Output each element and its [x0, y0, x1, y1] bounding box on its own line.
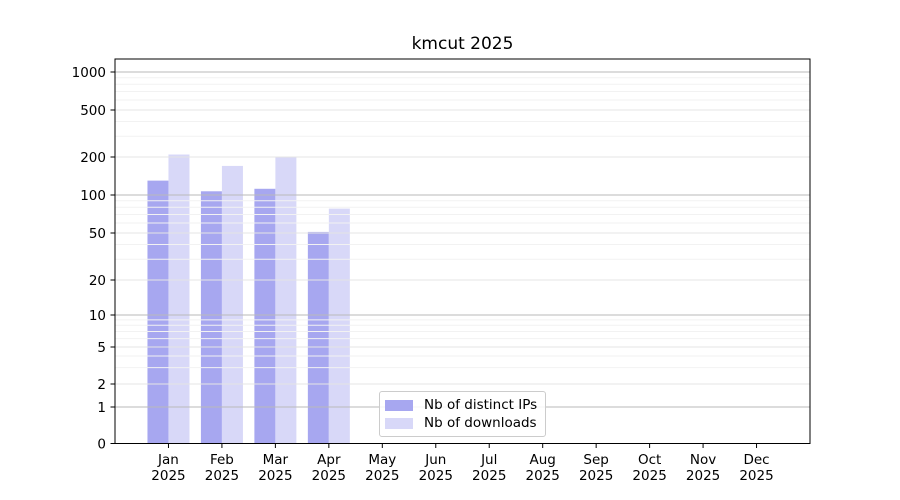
bar-apr-downloads	[328, 208, 350, 444]
y-tick-label-500: 500	[80, 103, 106, 119]
y-tick-label-100: 100	[80, 188, 106, 204]
legend-swatch-downloads	[385, 417, 413, 429]
bar-feb-distinct-ips	[200, 191, 222, 444]
x-tick-label-dec: Dec 2025	[739, 452, 773, 484]
x-tick-label-aug: Aug 2025	[526, 452, 560, 484]
y-tick-label-1: 1	[97, 400, 106, 416]
legend-label-distinct-ips: Nb of distinct IPs	[424, 397, 538, 413]
bar-jan-downloads	[168, 154, 190, 444]
legend-item-distinct-ips: Nb of distinct IPs	[385, 397, 538, 413]
bar-jan-distinct-ips	[147, 180, 169, 444]
x-tick-label-mar: Mar 2025	[258, 452, 292, 484]
legend-item-downloads: Nb of downloads	[385, 415, 537, 431]
y-tick-label-200: 200	[80, 150, 106, 166]
x-tick-label-jan: Jan 2025	[151, 452, 185, 484]
legend-label-downloads: Nb of downloads	[424, 415, 537, 431]
bar-feb-downloads	[221, 165, 243, 444]
legend: Nb of distinct IPs Nb of downloads	[379, 391, 546, 437]
legend-swatch-distinct-ips	[385, 399, 413, 411]
bar-mar-downloads	[275, 156, 297, 444]
bar-apr-distinct-ips	[307, 231, 329, 444]
x-tick-label-oct: Oct 2025	[632, 452, 666, 484]
x-tick-label-jul: Jul 2025	[472, 452, 506, 484]
plot-border	[114, 58, 811, 444]
x-tick-label-nov: Nov 2025	[686, 452, 720, 484]
y-tick-label-5: 5	[97, 340, 106, 356]
y-tick-label-50: 50	[89, 226, 106, 242]
x-tick-label-feb: Feb 2025	[205, 452, 239, 484]
y-tick-label-1000: 1000	[72, 65, 106, 81]
y-tick-label-20: 20	[89, 273, 106, 289]
x-tick-label-sep: Sep 2025	[579, 452, 613, 484]
x-tick-label-may: May 2025	[365, 452, 399, 484]
y-tick-label-2: 2	[97, 377, 106, 393]
y-tick-label-10: 10	[89, 308, 106, 324]
x-tick-label-jun: Jun 2025	[419, 452, 453, 484]
bar-mar-distinct-ips	[254, 188, 276, 444]
y-tick-label-0: 0	[97, 437, 106, 453]
chart-title: kmcut 2025	[411, 34, 514, 54]
x-tick-label-apr: Apr 2025	[312, 452, 346, 484]
